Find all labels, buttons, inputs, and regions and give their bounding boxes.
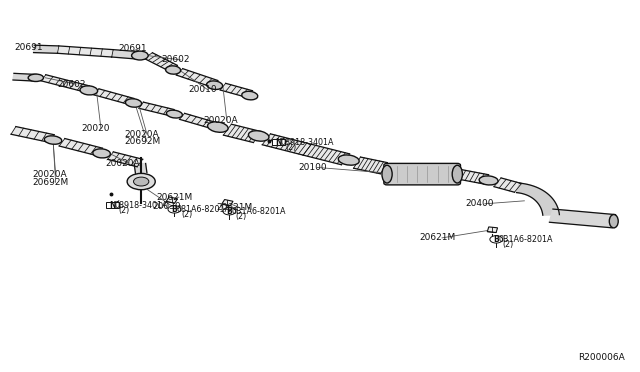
Polygon shape [139, 102, 174, 116]
Text: 20100: 20100 [298, 163, 327, 172]
Polygon shape [494, 178, 522, 192]
Ellipse shape [28, 74, 44, 81]
Ellipse shape [339, 155, 359, 165]
Text: B: B [493, 235, 499, 244]
Polygon shape [11, 126, 54, 142]
Polygon shape [516, 183, 559, 215]
Polygon shape [303, 144, 349, 165]
Circle shape [127, 173, 156, 190]
Polygon shape [106, 202, 119, 208]
Text: 20621M: 20621M [419, 233, 455, 243]
Text: (2): (2) [119, 206, 130, 215]
Text: 0B1A6-8201A: 0B1A6-8201A [499, 235, 554, 244]
Circle shape [490, 235, 502, 243]
Polygon shape [456, 170, 488, 184]
Text: N: N [275, 138, 282, 147]
Text: 081A6-8201A: 081A6-8201A [177, 205, 231, 214]
Text: 20020A: 20020A [106, 158, 140, 167]
Text: 08918-3401A: 08918-3401A [115, 201, 168, 210]
Ellipse shape [125, 99, 141, 107]
Polygon shape [134, 164, 147, 173]
Polygon shape [222, 199, 233, 206]
Text: 20020A: 20020A [33, 170, 67, 179]
Ellipse shape [207, 81, 223, 90]
Circle shape [223, 208, 236, 215]
Ellipse shape [166, 110, 182, 118]
Text: 20602: 20602 [162, 55, 190, 64]
Text: 0B1A6-8201A: 0B1A6-8201A [232, 207, 286, 216]
Text: (2): (2) [285, 143, 296, 152]
Text: 20691: 20691 [119, 44, 147, 53]
Polygon shape [13, 73, 36, 81]
Ellipse shape [609, 215, 618, 228]
Text: 20621M: 20621M [156, 193, 192, 202]
Text: 20692M: 20692M [124, 137, 160, 146]
Polygon shape [166, 197, 177, 203]
Polygon shape [549, 209, 616, 228]
Text: 20030: 20030 [153, 202, 181, 211]
Ellipse shape [242, 91, 258, 100]
Text: 20010: 20010 [188, 85, 217, 94]
Ellipse shape [248, 131, 269, 141]
Polygon shape [354, 157, 387, 174]
Text: 20020: 20020 [82, 124, 110, 133]
Text: B: B [227, 207, 232, 216]
Polygon shape [41, 75, 89, 92]
Text: (2): (2) [236, 212, 247, 221]
Circle shape [134, 177, 149, 186]
Circle shape [168, 206, 180, 213]
Ellipse shape [80, 86, 98, 95]
Text: (2): (2) [181, 210, 193, 219]
Ellipse shape [44, 136, 62, 144]
Text: 20621M: 20621M [216, 203, 253, 212]
Polygon shape [223, 124, 261, 142]
Polygon shape [179, 113, 214, 128]
Ellipse shape [207, 122, 228, 132]
Ellipse shape [93, 149, 110, 158]
Text: (2): (2) [502, 240, 514, 249]
Polygon shape [111, 49, 141, 59]
Text: R200006A: R200006A [579, 353, 625, 362]
Text: 20020A: 20020A [124, 129, 159, 139]
Text: 08918-3401A: 08918-3401A [280, 138, 334, 147]
Text: 20602: 20602 [57, 80, 85, 89]
Polygon shape [59, 138, 102, 155]
Polygon shape [144, 53, 177, 71]
Polygon shape [272, 139, 285, 145]
Text: N: N [109, 201, 116, 210]
Text: 20020A: 20020A [204, 116, 238, 125]
Polygon shape [58, 46, 113, 57]
Ellipse shape [479, 176, 498, 185]
Ellipse shape [166, 66, 180, 74]
Text: 20400: 20400 [466, 199, 494, 208]
FancyBboxPatch shape [384, 163, 461, 185]
Text: B: B [172, 205, 177, 214]
Ellipse shape [132, 51, 148, 60]
Text: 20692M: 20692M [33, 178, 69, 187]
Polygon shape [94, 89, 134, 105]
Text: 20691: 20691 [15, 42, 44, 51]
Polygon shape [176, 69, 218, 87]
Polygon shape [220, 83, 253, 97]
Polygon shape [33, 45, 58, 53]
Ellipse shape [452, 165, 463, 183]
Polygon shape [487, 227, 497, 232]
Polygon shape [108, 152, 143, 167]
Polygon shape [262, 134, 311, 155]
Ellipse shape [382, 165, 392, 183]
